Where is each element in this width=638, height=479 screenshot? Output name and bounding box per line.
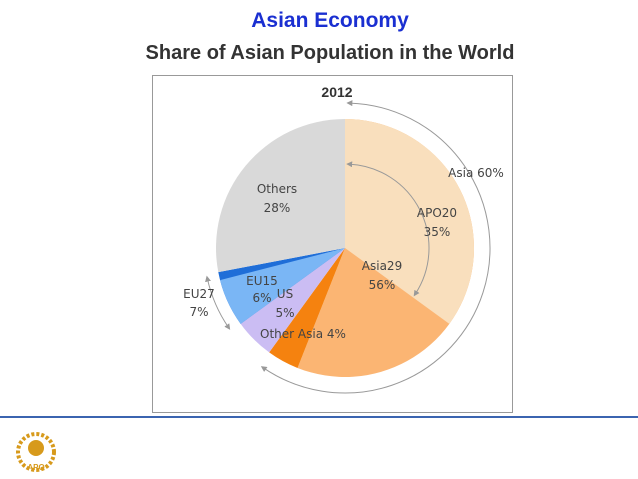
slice-name: Asia [448, 166, 473, 180]
logo-text: APO [27, 463, 44, 472]
chart-title: 2012 [321, 84, 352, 100]
slice-value: 6% [252, 291, 271, 305]
labels: APO20 35% Asia29 56% Other Asia 4% Asia 60% US… [183, 166, 504, 341]
slice-value: 5% [275, 306, 294, 320]
slice-value: 4% [327, 327, 346, 341]
slice-label: Asia 60% [448, 166, 504, 180]
slice-name: EU15 [246, 274, 278, 288]
slide-subtitle: Share of Asian Population in the World [146, 42, 515, 64]
slice-value: 35% [424, 225, 451, 239]
slice-name: US [277, 287, 293, 301]
slice-value: 28% [264, 201, 291, 215]
bracket-arc [346, 161, 430, 297]
logo-gear [28, 440, 44, 456]
slice-value: 56% [369, 278, 396, 292]
logo: APO [16, 432, 56, 472]
slice-value: 60% [477, 166, 504, 180]
slice-label: Other Asia 4% [260, 327, 346, 341]
slice-value: 7% [189, 305, 208, 319]
slide-title: Asian Economy [251, 9, 409, 32]
slice-name: EU27 [183, 287, 215, 301]
slice-name: Others [257, 182, 297, 196]
bracket-arc [260, 100, 491, 394]
logo-ring [16, 432, 56, 472]
slice-name: Asia29 [362, 259, 402, 273]
slice-name: APO20 [417, 206, 457, 220]
bracket-arc [205, 275, 231, 330]
slice-name: Other Asia [260, 327, 323, 341]
brackets [205, 100, 491, 394]
